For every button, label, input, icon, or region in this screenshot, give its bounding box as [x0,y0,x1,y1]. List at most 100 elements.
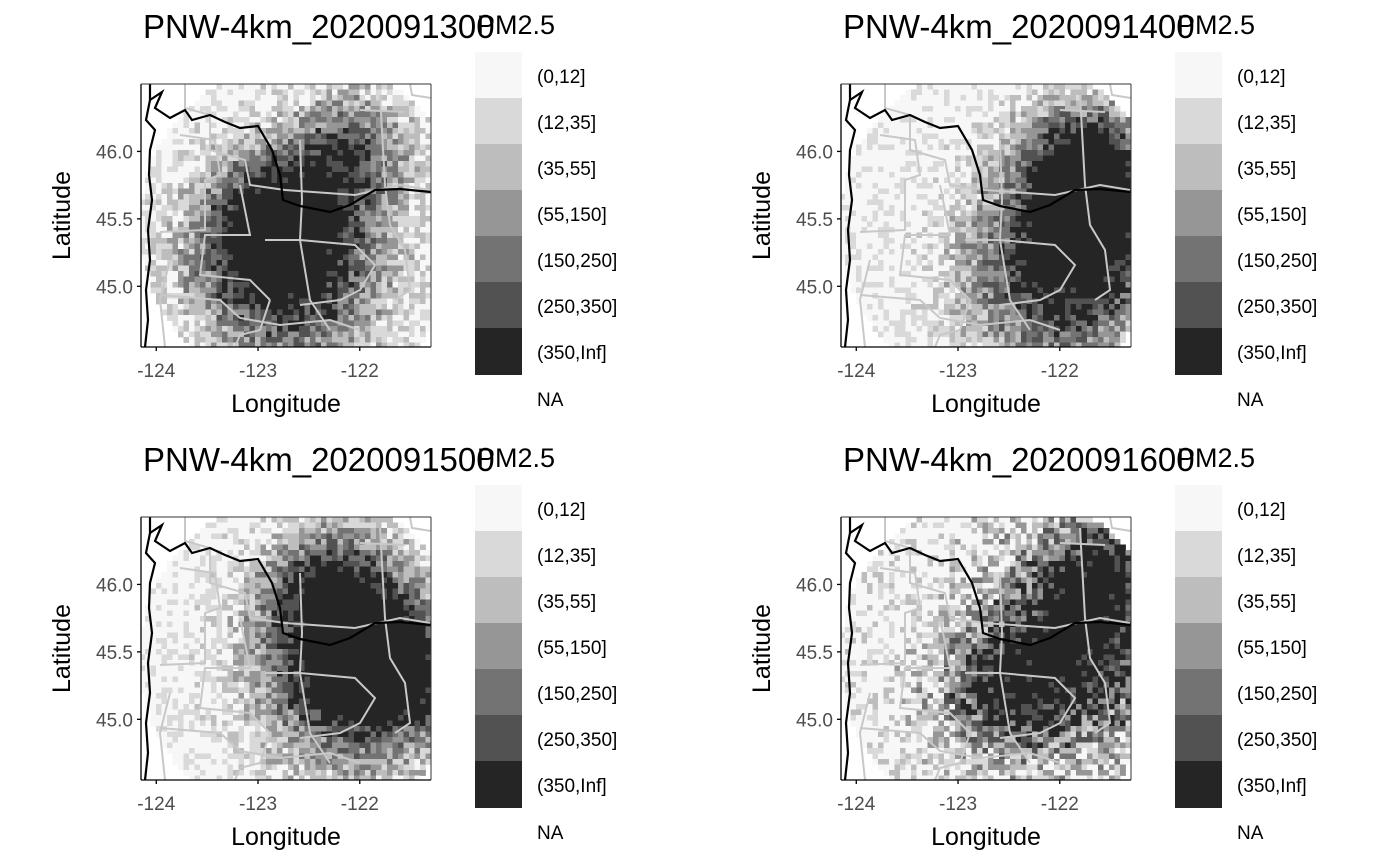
legend-label: (0,12] [537,67,586,88]
legend-key [1175,236,1222,283]
legend-title: PM2.5 [477,443,555,473]
legend-label: (250,350] [537,730,617,751]
y-tick-label: 45.0 [796,277,833,298]
x-tick-label: -124 [137,361,175,382]
y-tick-label: 45.5 [796,643,833,664]
legend-label: (150,250] [537,251,617,272]
legend-key [475,52,522,99]
legend-key [1175,98,1222,145]
legend-key [475,531,522,578]
y-tick-label: 45.5 [96,210,133,231]
legend-label: (35,55] [537,159,596,180]
panel-title: PNW-4km_2020091500 [143,441,495,478]
plot-area [841,517,1131,780]
legend-key [475,144,522,191]
legend-na-label: NA [1237,390,1264,411]
coastline [843,517,1131,780]
legend-label: (350,Inf] [537,776,607,797]
legend-label: (0,12] [1237,67,1286,88]
x-tick-label: -122 [1041,794,1079,815]
x-tick-label: -124 [137,794,175,815]
county-boundaries [158,517,431,780]
y-tick-label: 45.5 [96,643,133,664]
axes [840,516,1132,781]
panel-4: -124 -123 -122 45.0 45.5 46.0 Longitude Latitud… [748,441,1317,851]
legend-label: (150,250] [1237,684,1317,705]
x-tick-label: -123 [239,794,277,815]
legend-key [475,282,522,329]
legend-label: (12,35] [1237,113,1296,134]
legend: PM2.5 (0,12] (12,35] (35,55] (55,150] (150,25… [1175,10,1317,411]
legend-label: (250,350] [537,297,617,318]
legend-key [1175,282,1222,329]
plot-area [141,84,431,347]
legend-key [475,577,522,624]
legend-label: (35,55] [1237,592,1296,613]
legend-key [1175,577,1222,624]
panel-title: PNW-4km_2020091600 [843,441,1195,478]
legend: PM2.5 (0,12] (12,35] (35,55] (55,150] (150,25… [1175,443,1317,844]
x-tick-label: -122 [341,361,379,382]
panel-2: -124 -123 -122 45.0 45.5 46.0 Longitude Latitud… [748,8,1317,418]
plot-area [841,84,1131,347]
legend-label: (0,12] [537,500,586,521]
axes [840,83,1132,348]
legend-label: (12,35] [1237,546,1296,567]
legend-key [475,669,522,716]
legend: PM2.5 (0,12] (12,35] (35,55] (55,150] (150,25… [475,443,617,844]
legend-key [1175,190,1222,237]
y-tick-label: 45.5 [796,210,833,231]
legend-na-label: NA [1237,823,1264,844]
coastline [143,517,431,780]
x-tick-label: -122 [1041,361,1079,382]
plot-area [141,517,431,780]
legend-label: (35,55] [537,592,596,613]
y-tick-label: 45.0 [796,710,833,731]
panel-3: -124 -123 -122 45.0 45.5 46.0 Longitude Latitud… [48,441,617,851]
raster-cells [841,517,1131,780]
raster-cells [841,84,1131,347]
x-tick-label: -122 [341,794,379,815]
panel-1: -124 -123 -122 45.0 45.5 46.0 Longitude Latitud… [48,8,617,418]
legend-key [1175,669,1222,716]
x-tick-label: -123 [939,794,977,815]
y-tick-label: 45.0 [96,710,133,731]
legend-key [475,623,522,670]
y-axis-label: Latitude [48,171,76,260]
axes [140,83,432,348]
y-tick-label: 46.0 [96,142,133,163]
legend-key [475,190,522,237]
legend-key [1175,52,1222,99]
x-axis-label: Longitude [231,390,341,418]
x-axis-label: Longitude [931,823,1041,851]
legend-key [475,761,522,808]
legend-key [1175,761,1222,808]
axes [140,516,432,781]
legend-label: (55,150] [1237,638,1307,659]
legend-title: PM2.5 [477,10,555,40]
x-tick-label: -123 [939,361,977,382]
y-tick-label: 46.0 [796,142,833,163]
y-tick-label: 45.0 [96,277,133,298]
legend-label: (250,350] [1237,297,1317,318]
legend-label: (12,35] [537,546,596,567]
legend-title: PM2.5 [1177,443,1255,473]
legend-key [475,98,522,145]
legend-na-label: NA [537,390,564,411]
legend-na-label: NA [537,823,564,844]
county-boundaries [858,84,1131,347]
legend-label: (350,Inf] [1237,776,1307,797]
y-axis-label: Latitude [48,604,76,693]
legend-label: (350,Inf] [537,343,607,364]
y-tick-label: 46.0 [796,575,833,596]
legend-label: (350,Inf] [1237,343,1307,364]
raster-cells [141,84,431,347]
legend-title: PM2.5 [1177,10,1255,40]
legend: PM2.5 (0,12] (12,35] (35,55] (55,150] (150,25… [475,10,617,411]
legend-label: (55,150] [537,638,607,659]
legend-key [1175,531,1222,578]
x-tick-label: -123 [239,361,277,382]
legend-label: (0,12] [1237,500,1286,521]
legend-key [1175,715,1222,762]
